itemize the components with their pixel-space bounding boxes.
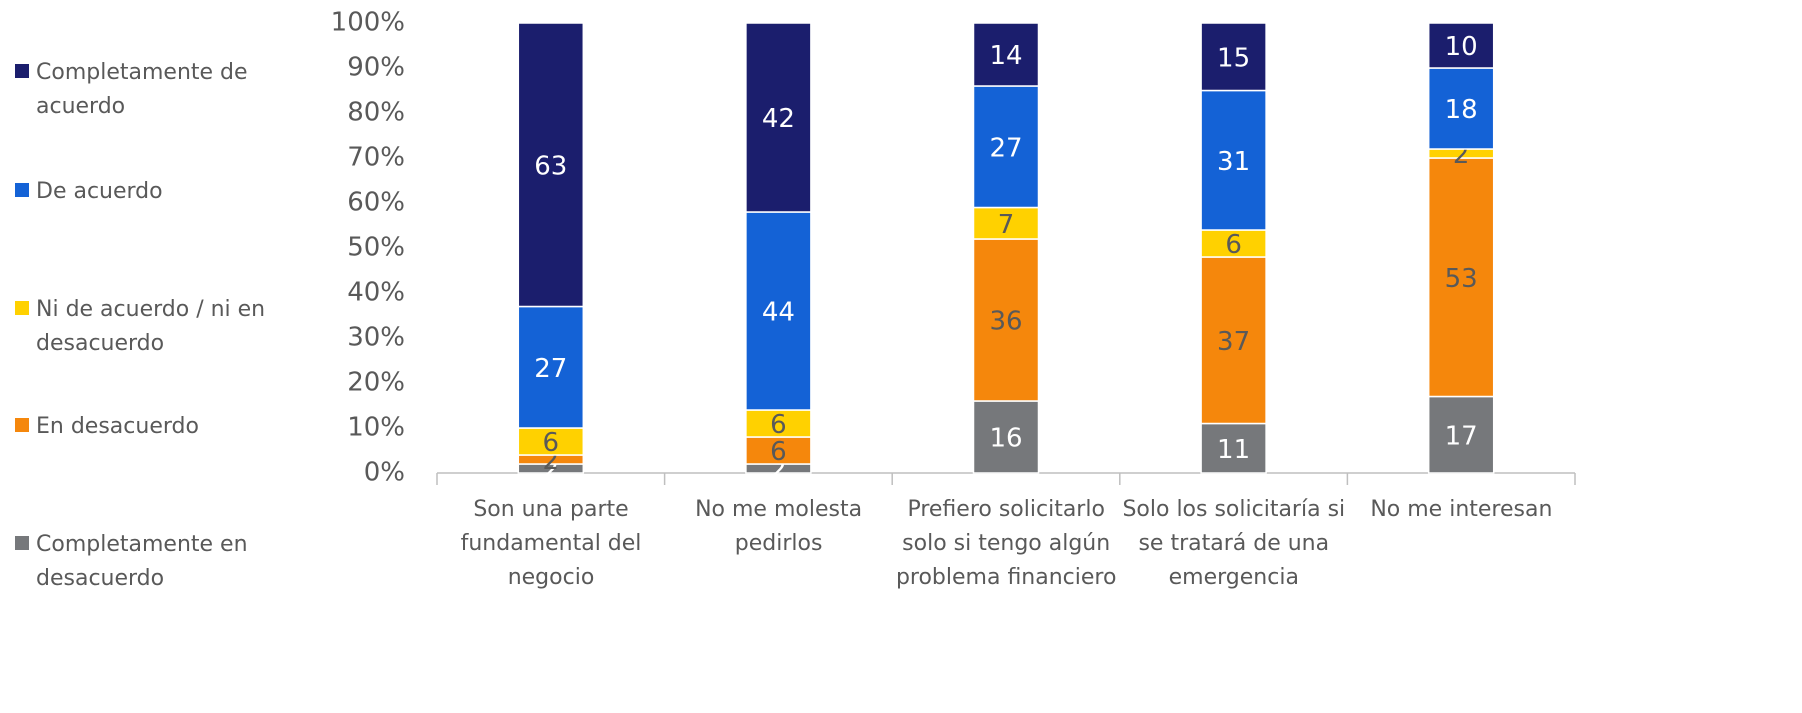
- y-tick-label: 70%: [347, 143, 405, 173]
- bar-segment: [1200, 89, 1267, 231]
- legend-entry: Ni de acuerdo / ni en desacuerdo: [15, 293, 285, 361]
- bar-segment: [972, 85, 1040, 209]
- bar-segment: [972, 400, 1040, 474]
- data-label: 27: [534, 354, 567, 384]
- bar-segment: [1427, 395, 1495, 474]
- data-label: 10: [1445, 32, 1478, 62]
- bar-segment: [745, 409, 812, 438]
- bar-segment: [745, 211, 812, 411]
- data-label: 6: [770, 410, 787, 440]
- data-label: 27: [989, 133, 1022, 163]
- x-tick-label: Prefiero solicitarlo solo si tengo algún…: [895, 497, 1117, 590]
- data-label: 37: [1217, 327, 1250, 357]
- legend-swatch: [15, 418, 29, 432]
- data-label: 18: [1445, 95, 1478, 125]
- legend-swatch: [15, 64, 29, 78]
- bar-segment: [1200, 256, 1267, 425]
- data-label: 36: [989, 307, 1022, 337]
- data-label: 11: [1217, 435, 1250, 465]
- data-label: 63: [534, 151, 567, 181]
- bar-segment: [1200, 422, 1267, 474]
- legend-item: Completamente en desacuerdo: [15, 528, 285, 596]
- y-tick-label: 50%: [347, 233, 405, 263]
- legend-label: De acuerdo: [36, 179, 163, 204]
- y-tick-label: 100%: [331, 8, 405, 38]
- data-label: 6: [1225, 230, 1242, 260]
- data-label: 15: [1217, 43, 1250, 73]
- legend-label: Completamente en desacuerdo: [36, 532, 248, 591]
- bar-segment: [745, 22, 812, 213]
- data-label: 42: [762, 104, 795, 134]
- data-label: 31: [1217, 147, 1250, 177]
- bar-segment: [1427, 22, 1495, 69]
- legend-item: En desacuerdo: [15, 410, 285, 444]
- legend-label: Completamente de acuerdo: [36, 60, 248, 119]
- bar-segment: [972, 22, 1040, 87]
- y-tick-label: 0%: [364, 458, 405, 488]
- bar-segment: [1427, 157, 1495, 398]
- y-tick-label: 60%: [347, 188, 405, 218]
- y-tick-label: 20%: [347, 368, 405, 398]
- data-label: 17: [1445, 421, 1478, 451]
- y-tick-label: 10%: [347, 413, 405, 443]
- legend-swatch: [15, 183, 29, 197]
- y-tick-label: 80%: [347, 98, 405, 128]
- legend-entry: Completamente en desacuerdo: [15, 528, 285, 596]
- bar-segment: [517, 22, 585, 308]
- legend-label: Ni de acuerdo / ni en desacuerdo: [36, 297, 266, 356]
- data-label: 14: [989, 41, 1022, 71]
- legend-label: En desacuerdo: [36, 414, 199, 439]
- bar-segment: [1200, 229, 1267, 258]
- data-label: 16: [989, 424, 1022, 454]
- legend-entry: Completamente de acuerdo: [15, 56, 285, 124]
- data-label: 44: [762, 298, 795, 328]
- legend-item: Ni de acuerdo / ni en desacuerdo: [15, 293, 285, 361]
- legend-item: De acuerdo: [15, 175, 285, 209]
- legend-item: Completamente de acuerdo: [15, 56, 285, 124]
- bar-segment: [972, 238, 1040, 402]
- y-tick-label: 30%: [347, 323, 405, 353]
- legend-entry: En desacuerdo: [15, 410, 285, 444]
- legend-swatch: [15, 536, 29, 550]
- bar-segment: [1200, 22, 1267, 92]
- bar-segment: [517, 305, 585, 429]
- data-label: 6: [543, 428, 560, 458]
- data-label: 6: [770, 437, 787, 467]
- y-tick-label: 40%: [347, 278, 405, 308]
- x-tick-label: Son una parte fundamental del negocio: [460, 497, 642, 590]
- data-label: 7: [998, 210, 1015, 240]
- y-tick-label: 90%: [347, 53, 405, 83]
- x-tick-label: No me interesan: [1370, 497, 1553, 522]
- data-label: 53: [1445, 264, 1478, 294]
- x-tick-label: Solo los solicitaría si se tratará de un…: [1122, 497, 1346, 590]
- x-tick-label: No me molesta pedirlos: [695, 497, 863, 556]
- legend-swatch: [15, 301, 29, 315]
- legend-entry: De acuerdo: [15, 175, 285, 209]
